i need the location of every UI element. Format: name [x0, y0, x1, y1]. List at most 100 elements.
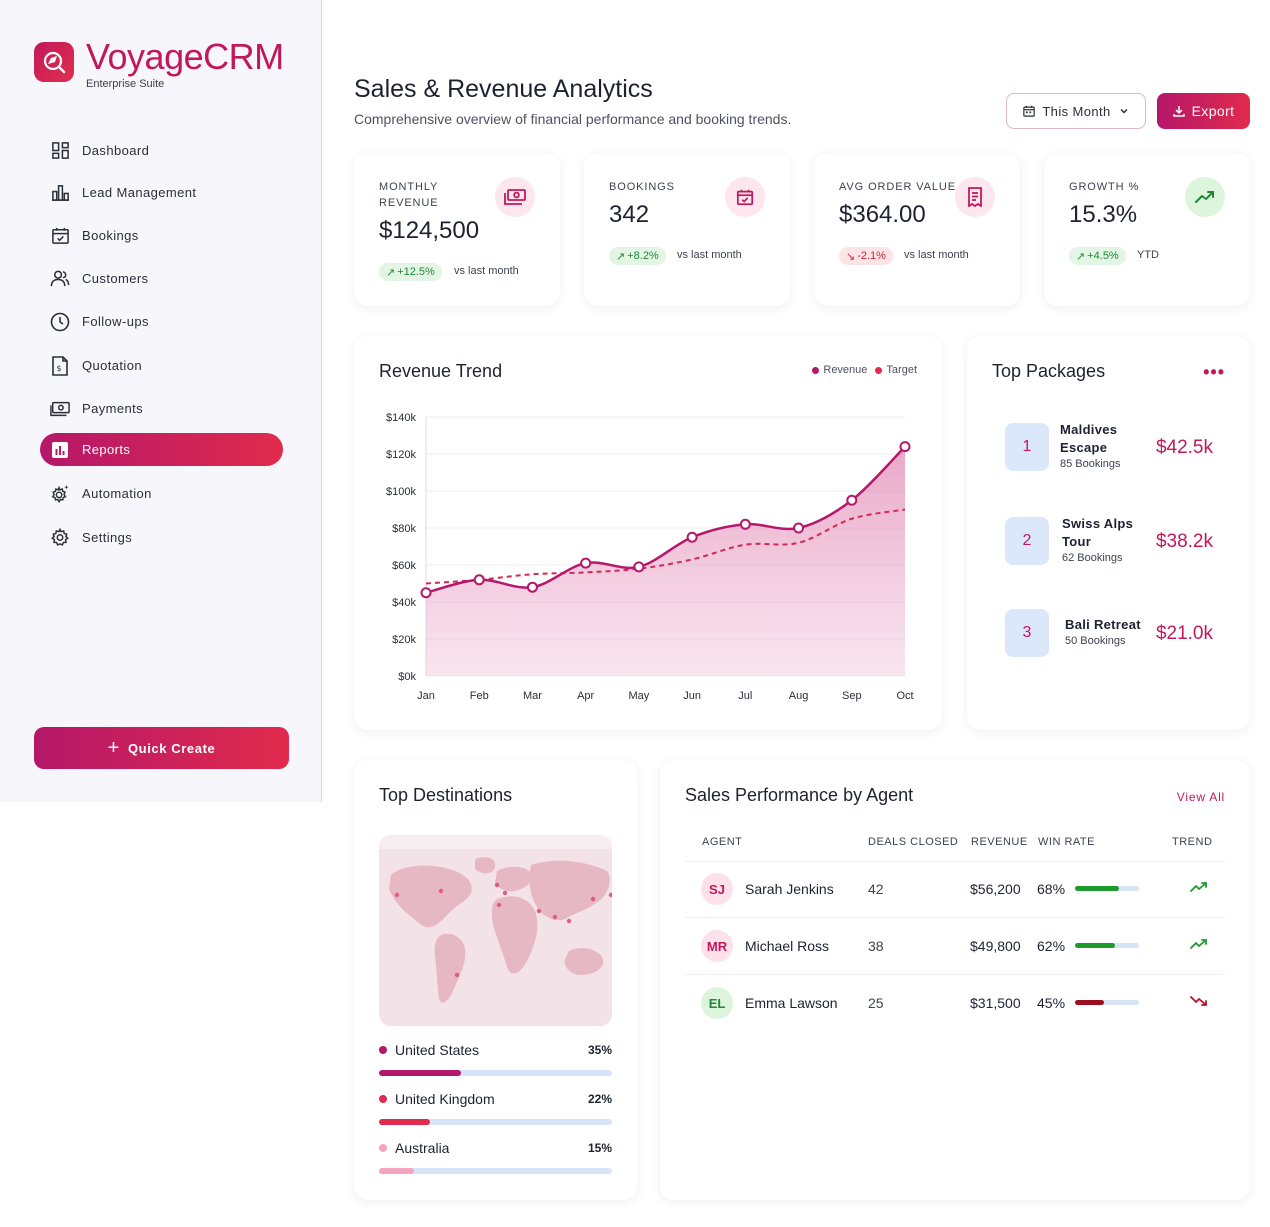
- data-point-revenue[interactable]: [686, 531, 698, 543]
- x-tick-label: Feb: [470, 690, 489, 702]
- win-rate-bar-fill: [1075, 1000, 1104, 1005]
- destination-bar-fill: [379, 1119, 431, 1125]
- package-name[interactable]: Maldives Escape: [1060, 421, 1117, 457]
- sidebar-item-quotation[interactable]: $ Quotation: [40, 349, 283, 382]
- sidebar-item-label: Customers: [82, 271, 149, 286]
- kpi-badge-value: +4.5%: [1087, 250, 1119, 262]
- export-label: Export: [1191, 103, 1235, 119]
- destination-bar-fill: [379, 1070, 461, 1076]
- clock-icon: [50, 312, 70, 332]
- column-header-agent[interactable]: AGENT: [702, 836, 743, 848]
- sidebar-item-customers[interactable]: Customers: [40, 262, 283, 295]
- package-rank: 3: [1005, 609, 1049, 657]
- data-point-revenue[interactable]: [793, 522, 805, 534]
- calendar-check-icon: [50, 226, 70, 246]
- data-point-revenue[interactable]: [580, 557, 592, 569]
- sidebar-item-label: Reports: [82, 442, 131, 457]
- revenue-trend-title: Revenue Trend: [379, 361, 503, 381]
- y-tick-label: $40k: [392, 597, 416, 609]
- win-rate-bar-fill: [1075, 943, 1115, 948]
- divider: [685, 974, 1225, 975]
- more-horizontal-icon[interactable]: •••: [1203, 362, 1225, 382]
- divider: [685, 861, 1225, 862]
- data-point-revenue[interactable]: [473, 574, 485, 586]
- package-name[interactable]: Swiss Alps Tour: [1062, 515, 1133, 551]
- x-tick-label: Aug: [789, 690, 809, 702]
- x-tick-label: Mar: [523, 690, 542, 702]
- brand-name[interactable]: VoyageCRM: [86, 36, 284, 77]
- agent-win-rate: 45%: [1037, 995, 1066, 1011]
- column-header-deals[interactable]: DEALS CLOSED: [868, 836, 959, 848]
- trending-up-icon: ↗: [1076, 250, 1086, 263]
- kpi-card-monthly-revenue: MONTHLY REVENUE $124,500 ↗ +12.5% vs last…: [354, 153, 560, 306]
- destination-pct: 35%: [587, 1043, 612, 1057]
- gear-sparkle-icon: [50, 484, 70, 504]
- x-tick-label: May: [628, 690, 649, 702]
- gear-icon: [50, 527, 70, 548]
- cash-icon: [50, 399, 70, 419]
- data-point-revenue[interactable]: [526, 581, 538, 593]
- top-packages-card: Top Packages ••• 1 Maldives Escape 85 Boo…: [967, 336, 1250, 730]
- data-point-revenue[interactable]: [899, 441, 911, 453]
- data-point-revenue[interactable]: [420, 587, 432, 599]
- agent-revenue: $31,500: [970, 995, 1021, 1011]
- x-tick-label: Apr: [577, 690, 594, 702]
- win-rate-bar-fill: [1075, 886, 1119, 891]
- sidebar-item-lead-management[interactable]: Lead Management: [40, 176, 283, 209]
- data-point-revenue[interactable]: [633, 561, 645, 573]
- package-name-line1: Swiss Alps: [1062, 516, 1134, 531]
- kpi-badge-value: +12.5%: [397, 266, 435, 278]
- y-tick-label: $140k: [386, 412, 416, 424]
- sidebar-item-settings[interactable]: Settings: [40, 521, 283, 554]
- quick-create-button[interactable]: + Quick Create: [34, 727, 289, 769]
- period-dropdown[interactable]: This Month: [1006, 93, 1146, 129]
- plus-icon: +: [107, 737, 120, 759]
- compass-search-icon[interactable]: [34, 42, 74, 82]
- sidebar-item-label: Bookings: [82, 228, 139, 243]
- sidebar-item-bookings[interactable]: Bookings: [40, 219, 283, 252]
- column-header-revenue[interactable]: REVENUE: [971, 836, 1028, 848]
- y-tick-label: $20k: [392, 634, 416, 646]
- kpi-badge: ↗ +4.5%: [1069, 247, 1126, 265]
- x-tick-label: Jul: [738, 690, 752, 702]
- destination-bar: [379, 1070, 612, 1076]
- export-button[interactable]: Export: [1157, 93, 1250, 129]
- data-point-revenue[interactable]: [846, 494, 858, 506]
- sidebar-item-follow-ups[interactable]: Follow-ups: [40, 305, 283, 338]
- invoice-icon: $: [50, 355, 70, 376]
- kpi-badge: ↗ +12.5%: [379, 263, 442, 281]
- sidebar-item-reports[interactable]: Reports: [40, 433, 283, 466]
- agent-deals: 38: [868, 938, 884, 954]
- sidebar-item-dashboard[interactable]: Dashboard: [40, 134, 283, 167]
- package-name-line2: Tour: [1062, 534, 1092, 549]
- column-header-win-rate[interactable]: WIN RATE: [1038, 836, 1095, 848]
- world-map[interactable]: [379, 835, 612, 1026]
- quick-create-label: Quick Create: [127, 740, 216, 756]
- trending-up-icon: [1190, 880, 1208, 898]
- agent-name: Michael Ross: [745, 938, 830, 954]
- x-tick-label: Jan: [417, 690, 435, 702]
- data-point-revenue[interactable]: [739, 518, 751, 530]
- sidebar-item-automation[interactable]: Automation: [40, 477, 283, 510]
- kpi-note: vs last month: [904, 249, 969, 261]
- kpi-card-bookings: BOOKINGS 342 ↗ +8.2% vs last month: [584, 153, 790, 306]
- revenue-area: [426, 446, 905, 676]
- agent-deals: 25: [868, 995, 884, 1011]
- destination-label: United States: [395, 1042, 480, 1058]
- package-name[interactable]: Bali Retreat: [1065, 616, 1141, 634]
- sidebar-item-label: Quotation: [82, 358, 142, 373]
- legend-item-revenue: Revenue: [812, 364, 867, 376]
- kpi-badge: ↘ -2.1%: [839, 247, 893, 265]
- avatar: MR: [701, 930, 733, 962]
- column-header-trend[interactable]: TREND: [1172, 836, 1213, 848]
- users-icon: [50, 269, 70, 289]
- sidebar-item-payments[interactable]: Payments: [40, 392, 283, 425]
- x-tick-label: Oct: [896, 690, 913, 702]
- kpi-card-avg-order-value: AVG ORDER VALUE $364.00 ↘ -2.1% vs last m…: [814, 153, 1020, 306]
- cash-icon: [495, 177, 535, 217]
- destination-bar: [379, 1168, 612, 1174]
- destination-name: United Kingdom: [379, 1091, 495, 1107]
- period-label: This Month: [1042, 103, 1111, 119]
- package-value: $21.0k: [1155, 623, 1213, 644]
- view-all-link[interactable]: View All: [1176, 790, 1225, 804]
